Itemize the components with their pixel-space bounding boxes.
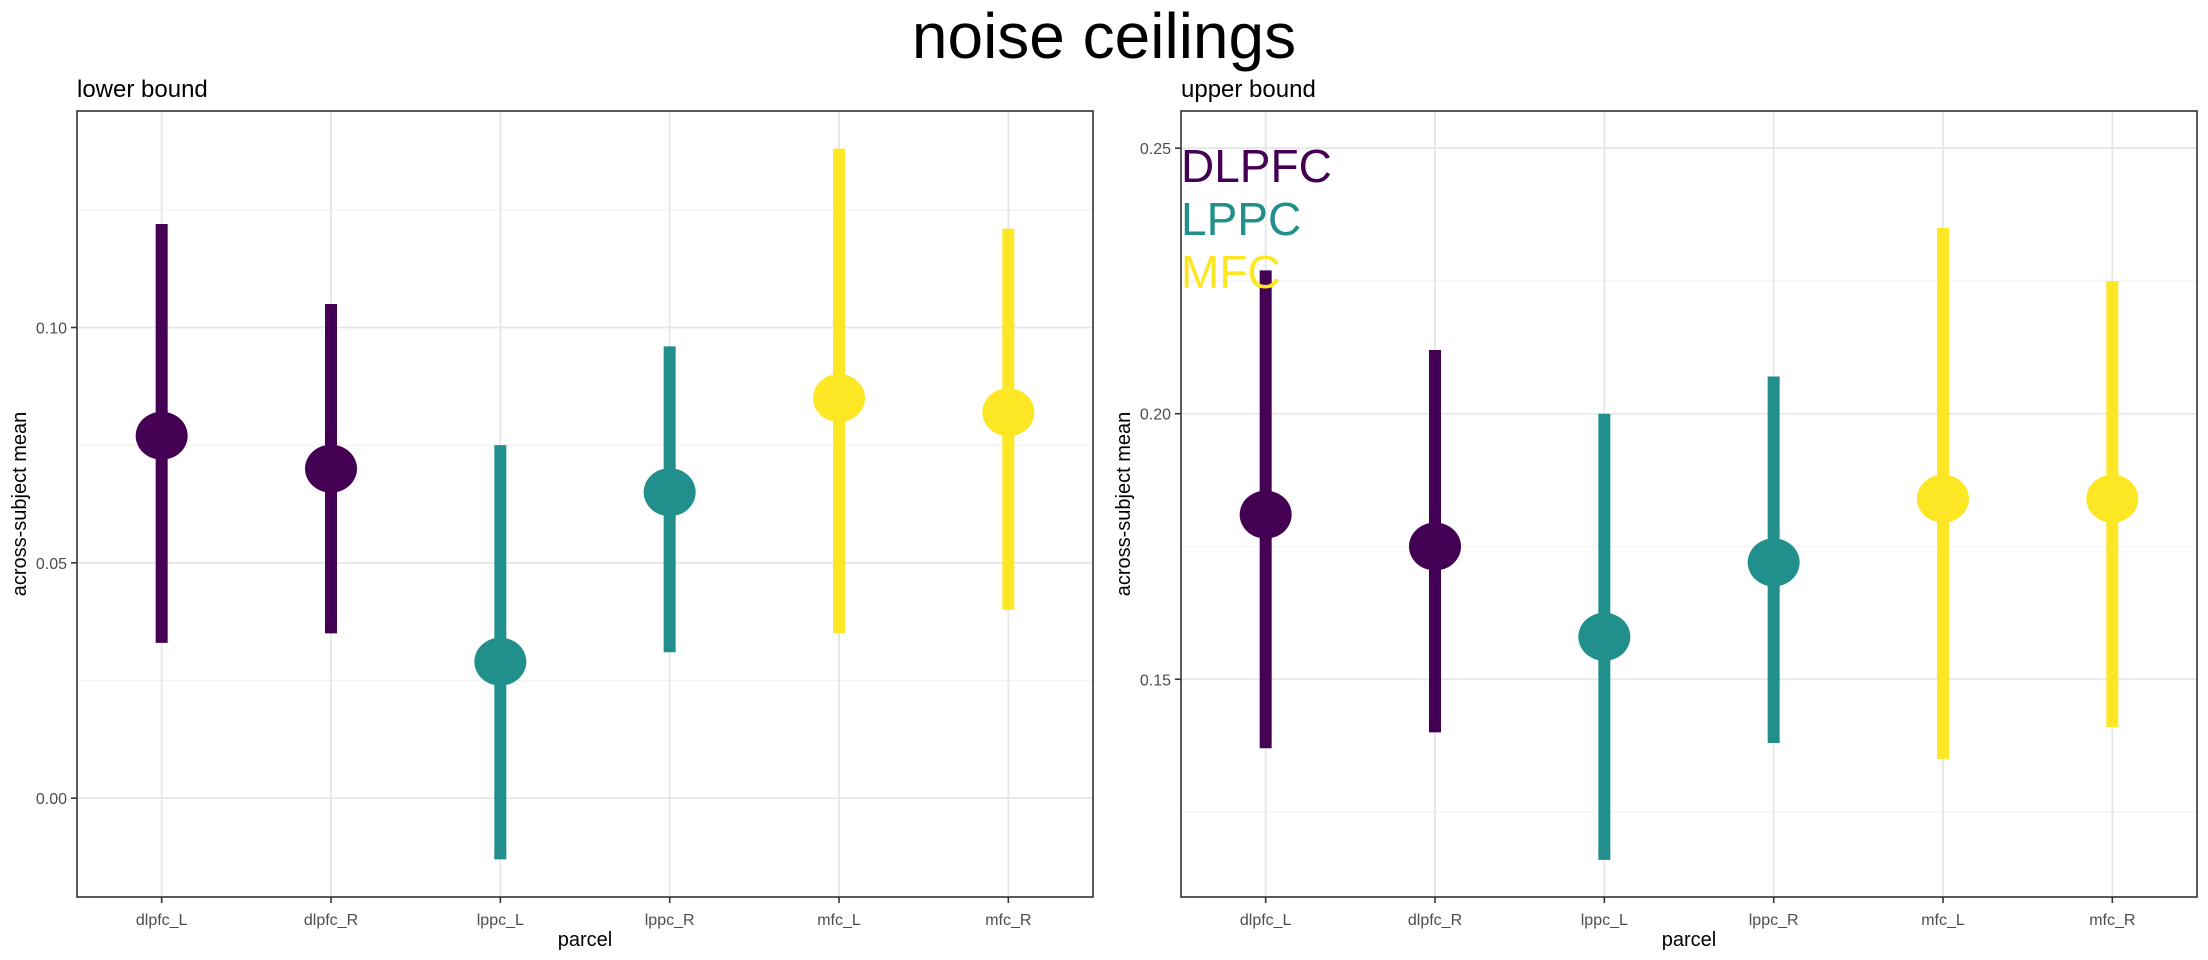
panel-subtitle: upper bound [1181,76,1316,103]
x-axis-title: parcel [558,929,612,951]
x-tick-label: lppc_L [477,912,524,929]
data-point-lppc_R [643,468,696,517]
legend-label-mfc: MFC [1181,246,1281,298]
x-tick-label: dlpfc_R [304,912,358,929]
x-tick-label: mfc_R [2089,912,2135,929]
x-tick-label: mfc_R [985,912,1031,929]
data-point-lppc_R [1747,538,1800,587]
panel-subtitle: lower bound [77,76,208,103]
panel-border [1180,110,2198,898]
data-point-mfc_L [813,374,865,423]
legend-label-lppc: LPPC [1181,193,1301,245]
y-tick-label: 0.15 [1140,672,1171,689]
data-point-dlpfc_R [305,444,357,493]
data-point-dlpfc_L [135,411,188,460]
x-tick-label: dlpfc_L [1240,912,1292,929]
x-tick-label: dlpfc_R [1408,912,1462,929]
y-tick-label: 0.00 [36,791,67,808]
data-point-mfc_R [982,388,1035,437]
figure-title: noise ceilings [911,0,1297,72]
x-tick-label: lppc_L [1581,912,1628,929]
y-tick-label: 0.10 [36,321,67,338]
legend-label-dlpfc: DLPFC [1181,140,1332,192]
x-tick-label: mfc_L [1921,912,1965,929]
x-tick-label: mfc_L [817,912,861,929]
y-axis-title: across-subject mean [1113,412,1135,597]
data-point-lppc_L [1578,612,1631,661]
x-tick-label: lppc_R [645,912,695,929]
data-point-dlpfc_L [1239,490,1292,539]
x-tick-label: lppc_R [1749,912,1799,929]
data-point-mfc_R [2086,474,2139,523]
panel-border [76,110,1094,898]
x-axis-title: parcel [1662,929,1716,951]
y-tick-label: 0.05 [36,556,67,573]
data-point-lppc_L [474,637,527,686]
data-point-dlpfc_R [1409,522,1461,571]
x-tick-label: dlpfc_L [136,912,188,929]
data-point-mfc_L [1917,474,1969,523]
y-tick-label: 0.20 [1140,407,1171,424]
y-axis-title: across-subject mean [9,412,31,597]
y-tick-label: 0.25 [1140,141,1171,158]
